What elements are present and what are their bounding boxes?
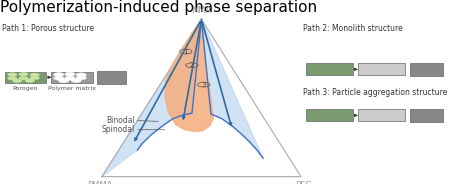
Circle shape <box>76 76 86 80</box>
Bar <box>306 109 353 121</box>
Text: PMMA: PMMA <box>87 181 112 184</box>
Text: MMA: MMA <box>191 6 211 15</box>
Circle shape <box>65 72 75 76</box>
Text: 2: 2 <box>190 62 194 68</box>
Text: Porogen: Porogen <box>13 86 38 91</box>
Circle shape <box>76 73 86 77</box>
Text: PEG: PEG <box>295 181 312 184</box>
Circle shape <box>71 79 82 83</box>
Text: Path 1: Porous structure: Path 1: Porous structure <box>2 24 94 33</box>
Circle shape <box>8 73 17 76</box>
Bar <box>358 63 405 75</box>
Circle shape <box>54 72 64 77</box>
Polygon shape <box>102 19 263 177</box>
Bar <box>97 71 126 84</box>
Bar <box>5 72 46 83</box>
Text: Path 2: Monolith structure: Path 2: Monolith structure <box>303 24 403 33</box>
Circle shape <box>58 79 69 83</box>
Circle shape <box>19 76 28 80</box>
Bar <box>306 63 353 75</box>
Circle shape <box>8 76 17 80</box>
Bar <box>410 63 443 76</box>
Text: Polymer matrix: Polymer matrix <box>48 86 96 91</box>
Circle shape <box>12 79 22 83</box>
Text: 1: 1 <box>183 49 188 54</box>
Circle shape <box>19 72 28 76</box>
Circle shape <box>54 76 64 80</box>
Circle shape <box>30 76 39 80</box>
Bar <box>358 109 405 121</box>
Text: Binodal: Binodal <box>106 116 135 125</box>
Circle shape <box>25 79 35 82</box>
Circle shape <box>65 76 75 80</box>
Text: Polymerization-induced phase separation: Polymerization-induced phase separation <box>0 0 317 15</box>
Text: Spinodal: Spinodal <box>102 125 135 134</box>
Bar <box>51 72 93 83</box>
Bar <box>410 109 443 122</box>
Text: 3: 3 <box>201 82 206 88</box>
Polygon shape <box>165 19 213 132</box>
Circle shape <box>30 73 39 77</box>
Text: Path 3: Particle aggregation structure: Path 3: Particle aggregation structure <box>303 88 448 97</box>
